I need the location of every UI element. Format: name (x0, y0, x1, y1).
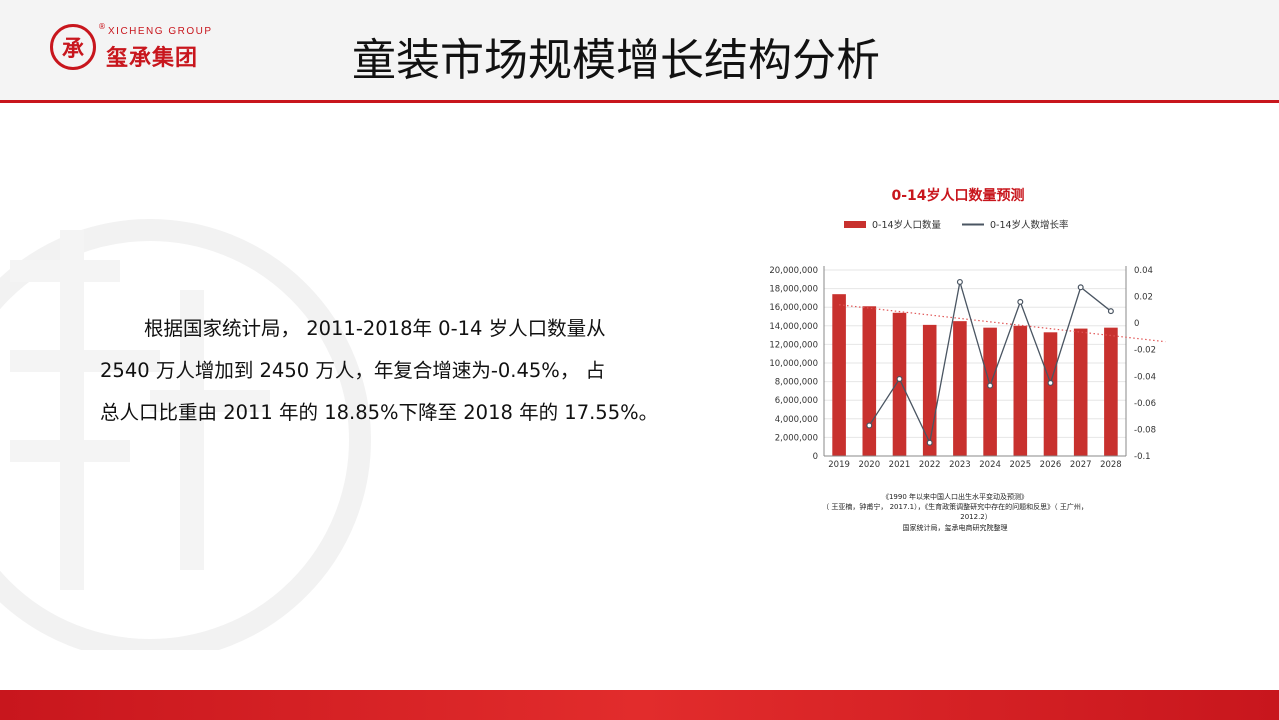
registered-mark: ® (98, 22, 106, 31)
growth-rate-point (896, 375, 903, 382)
bar (892, 312, 907, 456)
legend-label-line: 0-14岁人数增长率 (990, 219, 1069, 231)
trendline-path (839, 304, 1166, 343)
left-tick-label: 6,000,000 (775, 396, 818, 406)
source-line-1: 《1990 年以来中国人口出生水平变动及预测》 (882, 492, 1028, 501)
growth-rate-point (1017, 298, 1024, 305)
x-tick-label: 2019 (828, 460, 850, 470)
page-title: 童装市场规模增长结构分析 (352, 35, 880, 86)
x-tick-label: 2026 (1040, 460, 1062, 470)
right-tick-label: -0.1 (1134, 452, 1151, 462)
header-bar: 承 ® XICHENG GROUP 玺承集团 童装市场规模增长结构分析 (0, 0, 1279, 103)
logo-chinese-name: 玺承集团 (106, 46, 199, 71)
logo-english-name: XICHENG GROUP (108, 26, 213, 37)
left-tick-label: 4,000,000 (775, 415, 818, 425)
right-tick-label: 0 (1134, 319, 1139, 329)
left-tick-label: 14,000,000 (769, 322, 818, 332)
bar (832, 294, 846, 456)
footer-bar (0, 690, 1279, 720)
bar (1013, 325, 1028, 456)
x-tick-label: 2020 (858, 460, 880, 470)
left-tick-label: 12,000,000 (769, 340, 818, 350)
x-tick-label: 2022 (919, 460, 941, 470)
x-tick-label: 2027 (1070, 460, 1092, 470)
growth-rate-point (1077, 284, 1084, 291)
logo-mark-icon: 承 (50, 24, 96, 70)
x-tick-label: 2024 (979, 460, 1001, 470)
source-line-3: 2012.2） (960, 513, 992, 521)
description-line-1: 根据国家统计局， 2011-2018年 0-14 岁人口数量从 (144, 317, 606, 340)
left-tick-label: 18,000,000 (769, 285, 818, 295)
right-tick-label: 0.04 (1134, 266, 1153, 276)
bar (922, 324, 937, 456)
x-axis: 2019 2020 2021 2022 2023 2024 2025 2026 2027 2028 (824, 455, 1126, 470)
x-tick-label: 2021 (889, 460, 911, 470)
bar (953, 321, 967, 456)
growth-rate-point (866, 422, 873, 429)
bar (1043, 332, 1058, 456)
left-tick-label: 10,000,000 (769, 359, 818, 369)
description-text: 根据国家统计局， 2011-2018年 0-14 岁人口数量从 2540 万人增… (100, 308, 710, 434)
bar (1104, 327, 1118, 456)
left-tick-label: 8,000,000 (775, 378, 818, 388)
legend-swatch-bar (844, 221, 866, 228)
chart-legend: 0-14岁人口数量 0-14岁人数增长率 (844, 219, 1069, 231)
left-tick-label: 0 (813, 452, 818, 462)
right-tick-label: -0.06 (1134, 399, 1156, 409)
description-line-2: 2540 万人增加到 2450 万人，年复合增速为-0.45%， 占 (100, 359, 606, 382)
right-tick-label: -0.02 (1134, 346, 1156, 356)
line-series (866, 278, 1114, 446)
growth-rate-point (1107, 308, 1114, 315)
chart-source: 《1990 年以来中国人口出生水平变动及预测》 （ 王亚楠，钟甫宁， 2017.… (822, 492, 1088, 532)
growth-rate-point (926, 439, 933, 446)
growth-rate-point (956, 278, 963, 285)
right-axis: -0.1 -0.08 -0.06 -0.04 -0.02 0 0.02 0.04 (1125, 266, 1156, 462)
right-tick-label: -0.04 (1134, 372, 1156, 382)
left-tick-label: 2,000,000 (775, 433, 818, 443)
growth-rate-point (987, 382, 994, 389)
growth-rate-point (1047, 379, 1054, 386)
legend-label-bar: 0-14岁人口数量 (872, 219, 942, 231)
bar (1073, 328, 1088, 456)
right-tick-label: 0.02 (1134, 293, 1153, 303)
source-line-4: 国家统计局，玺承电商研究院整理 (903, 523, 1008, 532)
x-tick-label: 2023 (949, 460, 971, 470)
chart-title: 0-14岁人口数量预测 (891, 187, 1024, 204)
left-axis: 0 2,000,000 4,000,000 6,000,000 8,000,000 10,… (769, 266, 825, 462)
bar (983, 327, 997, 456)
bar-series (832, 294, 1118, 456)
company-logo: 承 ® XICHENG GROUP 玺承集团 (50, 22, 220, 80)
bar (862, 306, 877, 456)
description-line-3: 总人口比重由 2011 年的 18.85%下降至 2018 年的 17.55%。 (100, 401, 659, 424)
trendline (839, 304, 1166, 343)
right-tick-label: -0.08 (1134, 425, 1156, 435)
population-forecast-chart: 0-14岁人口数量预测 0-14岁人口数量 0-14岁人数增长率 0 2,000,… (769, 187, 1166, 532)
source-line-2: （ 王亚楠，钟甫宁， 2017.1），《生育政策调整研究中存在的问题和反思》（ … (822, 502, 1088, 511)
left-tick-label: 20,000,000 (769, 266, 818, 276)
x-tick-label: 2025 (1009, 460, 1031, 470)
left-tick-label: 16,000,000 (769, 303, 818, 313)
x-tick-label: 2028 (1100, 460, 1122, 470)
